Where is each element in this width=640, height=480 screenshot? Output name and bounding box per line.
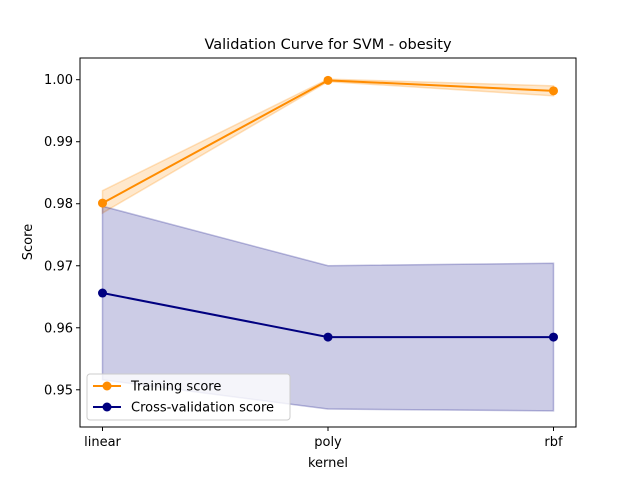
legend-marker-1 [102,402,112,412]
legend-box [86,373,291,421]
point-series-0-poly [323,75,333,85]
y-tick-label: 0.99 [44,135,73,150]
point-series-1-rbf [549,332,558,342]
x-axis-ticks: linear poly rbf [84,427,563,450]
y-tick-label: 0.97 [44,259,73,274]
x-tick-label: linear [84,435,121,450]
y-axis-ticks: 0.95 0.96 0.97 0.98 0.99 1.00 [44,73,80,398]
legend: Training score Cross-validation score [86,373,291,421]
x-axis-label: kernel [308,456,348,471]
y-tick-label: 0.98 [44,197,73,212]
y-tick-label: 1.00 [44,73,73,88]
y-tick-label: 0.96 [44,321,73,336]
point-series-1-linear [98,288,107,298]
legend-marker-0 [102,381,112,391]
confidence-bands [101,78,555,412]
series-points [98,75,558,342]
chart-title: Validation Curve for SVM - obesity [204,37,451,53]
x-tick-label: rbf [544,435,563,450]
point-series-0-rbf [549,86,558,96]
y-tick-label: 0.95 [44,383,73,398]
y-axis-label: Score [21,224,36,260]
x-tick-label: poly [314,435,342,450]
legend-label-0: Training score [130,380,221,395]
point-series-0-linear [98,198,107,208]
legend-label-1: Cross-validation score [131,401,274,416]
point-series-1-poly [323,332,333,342]
